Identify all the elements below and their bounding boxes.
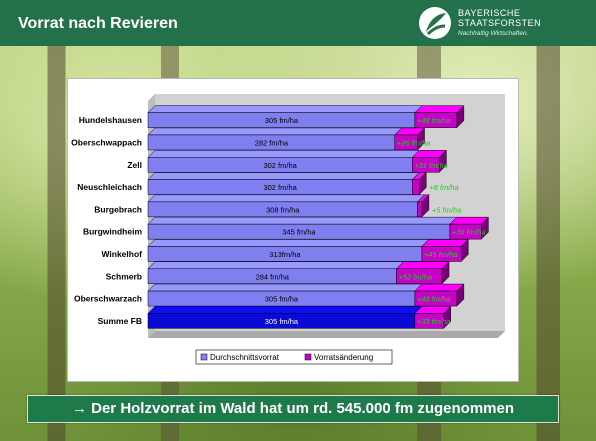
value-label-change: +52 fm/ha xyxy=(399,272,433,281)
category-label: Schmerb xyxy=(106,271,142,281)
bar-change-top xyxy=(414,283,465,292)
bar-average-top xyxy=(147,105,423,113)
category-label: Oberschwappach xyxy=(71,137,142,147)
value-label-average: 302 fm/ha xyxy=(263,183,297,192)
legend-label-average: Durchschnittsvorrat xyxy=(210,353,280,362)
category-label: Zell xyxy=(127,160,142,170)
value-label-change: +8 fm/ha xyxy=(429,183,458,192)
bar-change-top xyxy=(421,239,469,247)
bar-average-top xyxy=(147,216,458,225)
bar-change-side xyxy=(441,261,450,285)
value-label-average: 305 fm/ha xyxy=(265,116,299,125)
bar-change-top xyxy=(414,105,465,113)
value-label-change: +48 fm/ha xyxy=(417,295,451,304)
bar-change-side xyxy=(417,127,425,151)
summary-banner: → Der Holzvorrat im Wald hat um rd. 545.… xyxy=(27,395,559,423)
leaf-logo-icon xyxy=(419,7,451,39)
value-label-average: 282 fm/ha xyxy=(255,138,289,147)
brand-name-line1: BAYERISCHE xyxy=(458,8,521,18)
value-label-change: +48 fm/ha xyxy=(417,116,451,125)
value-label-change: +5 fm/ha xyxy=(432,205,461,214)
bar-change-side xyxy=(421,194,430,218)
bar-change-side xyxy=(419,171,427,196)
bar-change-side xyxy=(439,149,447,173)
bar-average-top xyxy=(147,194,426,203)
category-label: Hundelshausen xyxy=(79,115,142,125)
value-label-change: +26 fm/ha xyxy=(397,138,431,147)
brand-name-line2: STAATSFORSTEN xyxy=(458,18,542,28)
value-label-average: 313fm/ha xyxy=(269,250,301,259)
legend-label-change: Vorratsänderung xyxy=(314,353,373,362)
legend-swatch-average xyxy=(200,353,208,361)
bar-average-top xyxy=(147,306,423,314)
category-label: Winkelhof xyxy=(101,249,142,259)
bar-average-top xyxy=(147,172,420,180)
stacked-bar-chart: Hundelshausen 305 fm/ha +48 fm/ha Oberschwa… xyxy=(71,94,505,365)
bar-change-side xyxy=(456,283,465,307)
category-label: Summe FB xyxy=(98,316,142,326)
bar-change-top xyxy=(395,261,450,269)
header-bar: Vorrat nach Revieren BAYERISCHE STAATSFO… xyxy=(0,0,596,46)
bar-average-top xyxy=(147,150,420,158)
category-label: Burgwindheim xyxy=(83,227,142,237)
bar-average-top xyxy=(147,283,423,292)
category-label: Burgebrach xyxy=(94,204,142,214)
bar-change xyxy=(417,201,423,218)
bar-change-side xyxy=(461,238,469,263)
bar-change-side xyxy=(481,216,489,240)
legend-swatch-change xyxy=(304,353,312,361)
bar-average-top xyxy=(147,127,403,136)
value-label-average: 305 fm/ha xyxy=(265,317,299,326)
legend-box xyxy=(195,349,393,365)
bar-change xyxy=(412,179,420,195)
value-label-change: +36 fm/ha xyxy=(452,228,486,237)
value-label-average: 284 fm/ha xyxy=(256,272,290,281)
bar-average-top xyxy=(147,261,405,269)
value-label-average: 305 fm/ha xyxy=(265,295,299,304)
page-title: Vorrat nach Revieren xyxy=(18,15,178,32)
bar-change-side xyxy=(443,305,451,329)
value-label-change: +33 fm/ha xyxy=(417,317,451,326)
value-label-average: 302 fm/ha xyxy=(263,161,297,170)
bar-change-side xyxy=(456,105,465,129)
category-label: Neuschleichach xyxy=(77,182,142,192)
chart-panel: Hundelshausen 305 fm/ha +48 fm/ha Oberschwa… xyxy=(67,78,519,382)
value-label-change: +45 fm/ha xyxy=(424,250,458,259)
bar-average-top xyxy=(147,239,430,247)
value-label-change: +31 fm/ha xyxy=(414,161,448,170)
value-label-average: 308 fm/ha xyxy=(266,205,300,214)
summary-text: → Der Holzvorrat im Wald hat um rd. 545.… xyxy=(71,400,515,417)
category-label: Oberschwarzach xyxy=(74,294,142,304)
brand-tagline: Nachhaltig Wirtschaften. xyxy=(458,30,529,37)
value-label-average: 345 fm/ha xyxy=(282,228,316,237)
chart-floor xyxy=(148,331,505,338)
brand-logo: BAYERISCHE STAATSFORSTEN Nachhaltig Wirt… xyxy=(418,0,578,46)
